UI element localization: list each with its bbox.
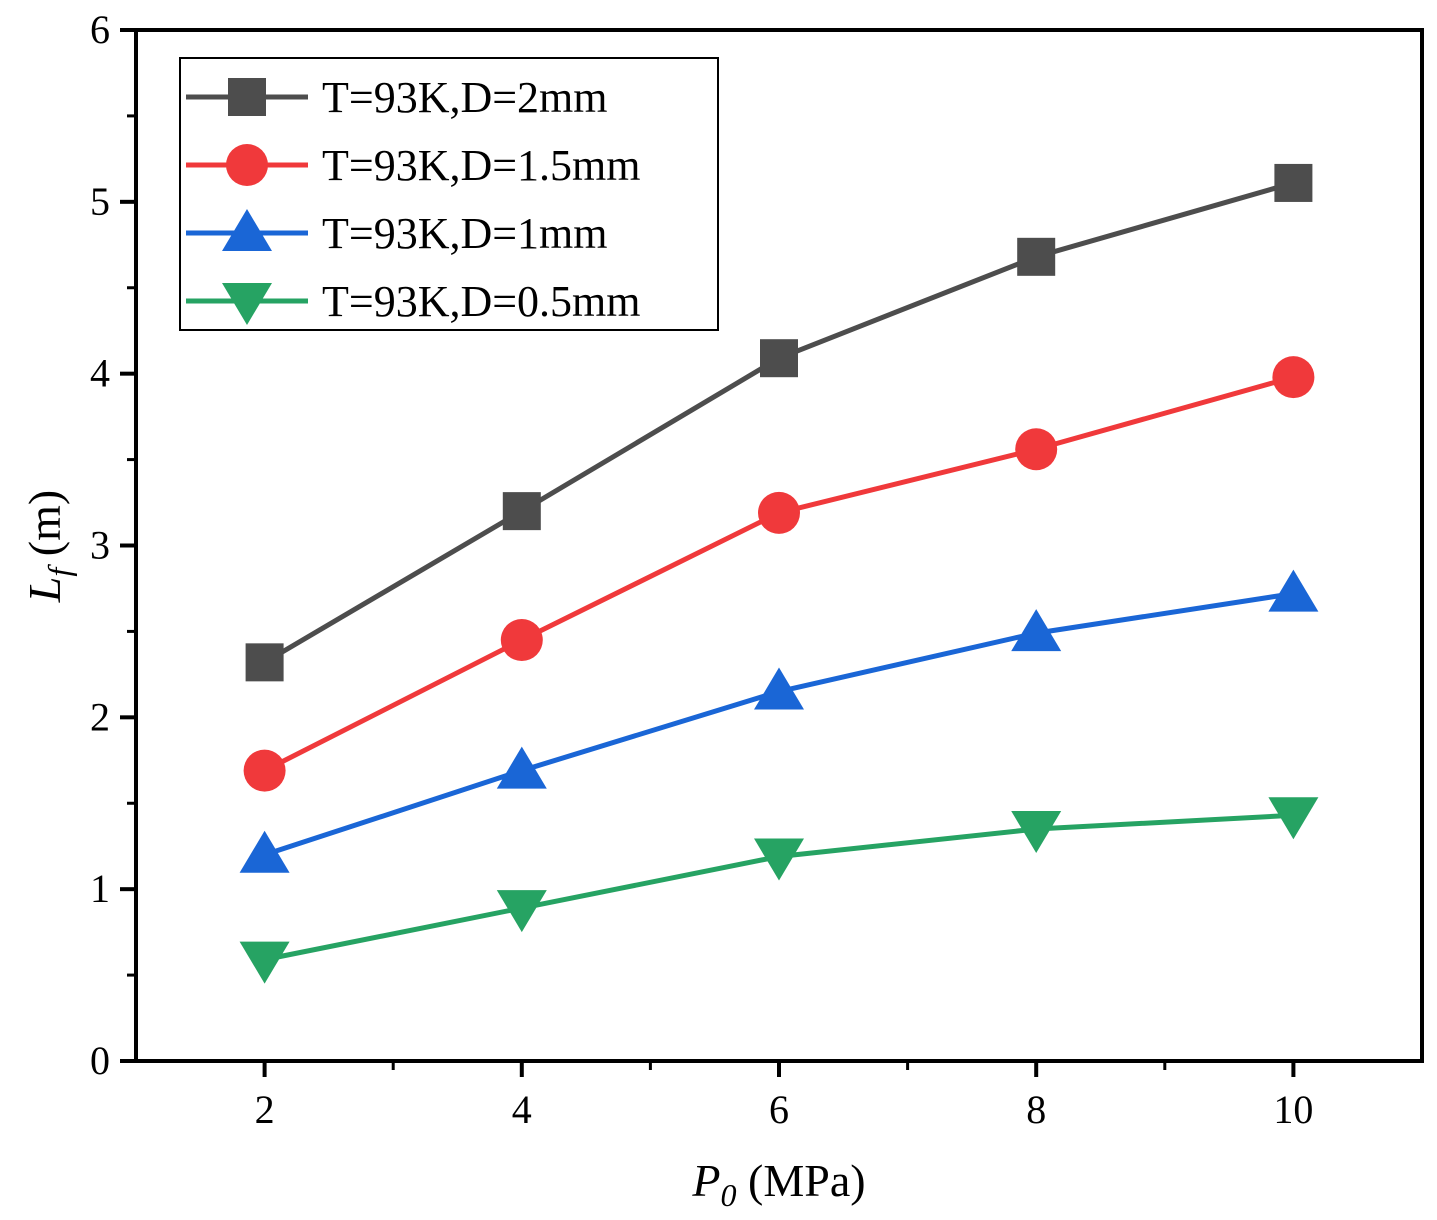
legend-label: T=93K,D=2mm [322, 73, 608, 122]
legend-item: T=93K,D=1.5mm [186, 141, 641, 190]
legend-label: T=93K,D=0.5mm [322, 277, 641, 326]
legend-swatch-marker [226, 144, 268, 186]
legend-label: T=93K,D=1.5mm [322, 141, 641, 190]
data-point [1272, 356, 1315, 399]
data-point [496, 890, 547, 933]
data-point [243, 749, 286, 792]
data-point [502, 492, 541, 531]
x-tick-label: 8 [1026, 1087, 1046, 1132]
y-tick-label: 1 [90, 866, 110, 911]
data-point [754, 838, 804, 881]
x-axis-title: P0 (MPa) [691, 1155, 865, 1213]
data-point [1011, 811, 1062, 854]
data-point [1268, 797, 1319, 840]
series-4 [239, 797, 1319, 984]
data-point [1274, 163, 1313, 202]
data-point [239, 830, 290, 873]
y-tick-label: 6 [90, 7, 110, 52]
series-3 [239, 569, 1319, 873]
series-line [263, 591, 1294, 858]
legend-item: T=93K,D=1mm [186, 209, 608, 258]
y-tick-label: 3 [90, 523, 110, 568]
data-point [245, 643, 284, 682]
legend: T=93K,D=2mm T=93K,D=1.5mm T=93K,D=1mm T=93K… [179, 57, 719, 331]
y-tick-label: 2 [90, 694, 110, 739]
legend-swatch-marker [228, 78, 266, 116]
data-point [1268, 569, 1319, 612]
legend-item: T=93K,D=2mm [186, 73, 608, 122]
series-layer [239, 163, 1319, 984]
data-point [754, 667, 804, 710]
x-tick-label: 6 [769, 1087, 789, 1132]
x-axis-unit: (MPa) [737, 1155, 866, 1206]
data-point [1015, 428, 1058, 471]
x-axis-var: P [691, 1155, 720, 1206]
y-axis-title: Lf (m) [19, 490, 77, 603]
data-point [760, 339, 798, 378]
data-point [500, 619, 543, 662]
series-1 [245, 163, 1313, 682]
data-point [1011, 609, 1062, 652]
x-tick-label: 4 [512, 1087, 532, 1132]
y-tick-label: 5 [90, 179, 110, 224]
series-line [264, 812, 1294, 963]
y-tick-label: 4 [90, 351, 110, 396]
x-tick-label: 10 [1273, 1087, 1313, 1132]
legend-item: T=93K,D=0.5mm [186, 277, 641, 326]
legend-swatch-marker [222, 209, 272, 251]
minor-ticks [127, 114, 1167, 1070]
x-tick-label: 2 [255, 1087, 275, 1132]
data-point [758, 491, 800, 534]
major-ticks [120, 28, 1296, 1077]
legend-label: T=93K,D=1mm [322, 209, 608, 258]
y-tick-label: 0 [90, 1038, 110, 1083]
data-point [1017, 237, 1056, 276]
series-2 [243, 356, 1315, 792]
legend-swatch-marker [222, 283, 272, 325]
y-axis-var: L [19, 577, 70, 604]
data-point [239, 941, 290, 984]
data-point [496, 746, 547, 789]
x-axis-sub: 0 [721, 1177, 737, 1213]
y-axis-unit: (m) [19, 490, 70, 568]
